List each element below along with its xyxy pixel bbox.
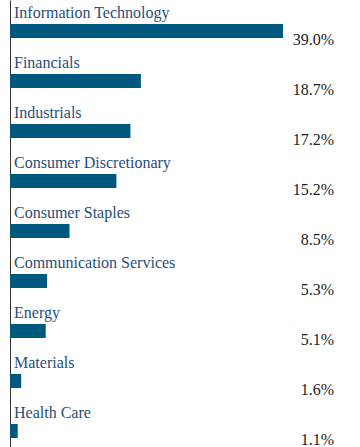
- category-label: Communication Services: [14, 254, 175, 271]
- data-label: 1.6%: [301, 381, 334, 398]
- chart: Information Technology Financials Industri…: [0, 0, 360, 447]
- bar: [10, 174, 116, 188]
- category-label: Consumer Staples: [14, 204, 130, 222]
- data-label: 39.0%: [293, 31, 334, 48]
- category-label: Materials: [14, 354, 74, 371]
- data-label: 5.3%: [301, 281, 334, 298]
- bar: [10, 374, 21, 388]
- category-label: Financials: [14, 54, 80, 71]
- category-label: Industrials: [14, 104, 82, 121]
- category-label: Consumer Discretionary: [14, 154, 171, 172]
- texts: Information Technology Financials Industri…: [14, 4, 334, 447]
- bar: [10, 424, 18, 438]
- data-label: 17.2%: [293, 131, 334, 148]
- bar: [10, 274, 47, 288]
- category-label: Energy: [14, 304, 60, 322]
- bar: [10, 124, 130, 138]
- category-label: Information Technology: [14, 4, 169, 22]
- bar: [10, 324, 46, 338]
- data-label: 8.5%: [301, 231, 334, 248]
- data-label: 18.7%: [293, 81, 334, 98]
- category-label: Health Care: [14, 404, 91, 421]
- bar: [10, 224, 70, 238]
- bar: [10, 24, 283, 38]
- data-label: 5.1%: [301, 331, 334, 348]
- data-label: 1.1%: [301, 431, 334, 447]
- data-label: 15.2%: [293, 181, 334, 198]
- bars: [10, 24, 283, 438]
- bar: [10, 74, 141, 88]
